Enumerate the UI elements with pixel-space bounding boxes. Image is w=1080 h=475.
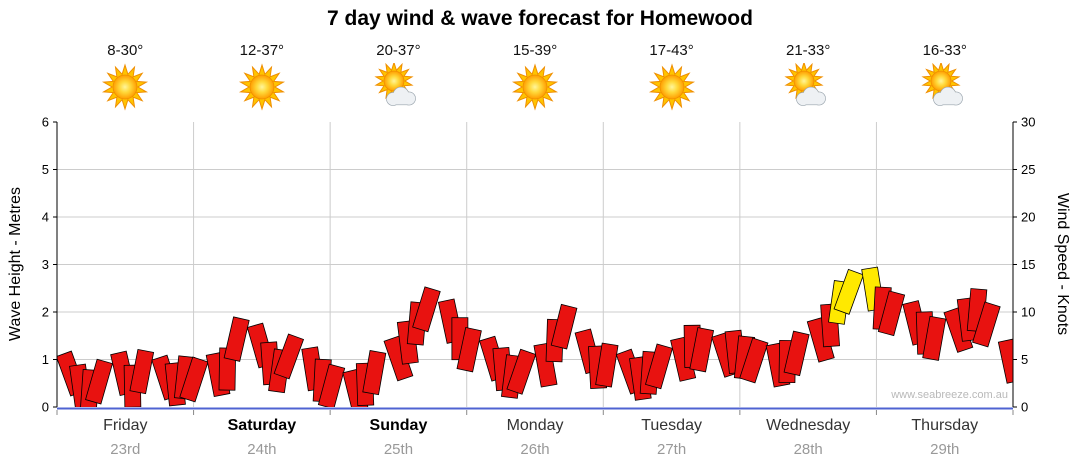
wind-flag: [783, 330, 810, 377]
day-axis-label: Saturday 24th: [194, 417, 331, 458]
sun-cloud-icon: [921, 60, 969, 111]
wind-flag: [739, 337, 769, 384]
left-tick-label: 5: [42, 162, 49, 177]
day-column: 12-37°: [194, 42, 331, 111]
right-tick-label: 30: [1021, 115, 1035, 130]
day-date: 26th: [520, 441, 550, 458]
wind-flag: [506, 348, 537, 395]
day-axis-label: Wednesday 28th: [740, 417, 877, 458]
right-tick-label: 5: [1021, 352, 1028, 367]
day-column: 20-37°: [330, 42, 467, 111]
left-tick-label: 6: [42, 115, 49, 130]
day-temp-range: 16-33°: [922, 42, 967, 59]
day-date: 24th: [247, 441, 277, 458]
day-date: 28th: [793, 441, 823, 458]
wind-flag: [644, 343, 673, 390]
day-name: Tuesday: [641, 417, 702, 434]
day-column: 15-39°: [467, 42, 604, 111]
sun-icon: [101, 63, 149, 111]
day-name: Wednesday: [766, 417, 851, 434]
right-tick-label: 15: [1021, 257, 1035, 272]
day-date: 23rd: [110, 441, 141, 458]
day-name: Thursday: [911, 417, 979, 434]
wind-flag: [877, 290, 906, 337]
wind-flag: [689, 327, 715, 373]
right-tick-label: 0: [1021, 400, 1028, 415]
wind-flag: [412, 286, 441, 333]
day-name: Monday: [506, 417, 564, 434]
day-axis-label: Monday 26th: [467, 417, 604, 458]
day-name: Saturday: [227, 417, 297, 434]
page-title: 7 day wind & wave forecast for Homewood: [327, 7, 753, 30]
right-axis-label: Wind Speed - Knots: [1054, 192, 1071, 336]
wind-flag: [595, 342, 619, 388]
wind-flag: [456, 326, 482, 373]
sun-icon: [648, 63, 696, 111]
day-column: 16-33°: [876, 42, 1013, 111]
day-temp-range: 20-37°: [376, 42, 421, 59]
sun-icon: [238, 63, 286, 111]
sun-cloud-icon: [784, 60, 832, 111]
day-temp-range: 17-43°: [649, 42, 694, 59]
day-axis-label: Sunday 25th: [330, 417, 467, 458]
left-tick-label: 2: [42, 305, 49, 320]
wind-flag: [129, 348, 155, 395]
left-tick-label: 0: [42, 400, 49, 415]
wind-flag: [85, 358, 113, 405]
left-tick-label: 3: [42, 257, 49, 272]
wind-flag: [273, 333, 305, 380]
wind-flag: [972, 301, 1001, 348]
wind-flag: [362, 350, 387, 396]
left-tick-label: 1: [42, 352, 49, 367]
day-temp-range: 12-37°: [239, 42, 285, 59]
wind-flags: [57, 266, 1013, 407]
left-tick-label: 4: [42, 210, 49, 225]
day-date: 29th: [930, 441, 960, 458]
day-temp-range: 21-33°: [785, 42, 831, 59]
day-axis-label: Tuesday 27th: [603, 417, 740, 458]
day-axis-label: Friday 23rd: [57, 417, 194, 458]
days-header: 8-30° 12-37° 20-37° 15-39° 17-43° 21-33°…: [57, 42, 1013, 111]
day-temp-range: 15-39°: [512, 42, 558, 59]
sun-cloud-icon: [374, 60, 422, 111]
wind-flag: [833, 268, 864, 315]
wind-flag: [997, 338, 1013, 384]
day-axis-label: Thursday 29th: [876, 417, 1013, 458]
day-date: 27th: [657, 441, 687, 458]
day-column: 8-30°: [57, 42, 194, 111]
wind-flag: [179, 356, 209, 403]
day-column: 17-43°: [603, 42, 740, 111]
wind-flag: [922, 315, 947, 361]
day-temp-range: 8-30°: [107, 42, 144, 59]
wind-flag: [317, 363, 346, 407]
right-tick-label: 20: [1021, 210, 1035, 225]
left-axis-label: Wave Height - Metres: [7, 186, 24, 342]
wind-flag: [550, 303, 578, 350]
sun-icon: [511, 63, 559, 111]
days-footer: Friday 23rd Saturday 24th Sunday 25th Mo…: [57, 417, 1013, 458]
wind-flag: [223, 316, 250, 362]
right-tick-label: 25: [1021, 162, 1035, 177]
right-tick-label: 10: [1021, 305, 1035, 320]
watermark: www.seabreeze.com.au: [891, 389, 1008, 401]
day-date: 25th: [383, 441, 414, 458]
day-column: 21-33°: [740, 42, 877, 111]
day-name: Sunday: [369, 417, 428, 434]
day-name: Friday: [103, 417, 148, 434]
